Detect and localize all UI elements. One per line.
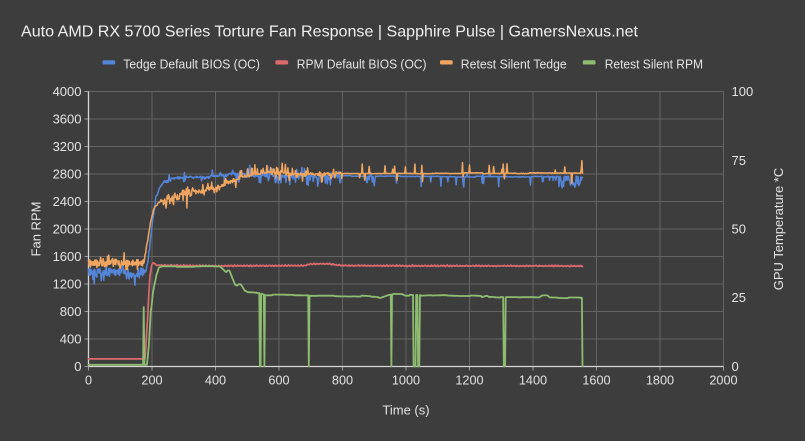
svg-text:1400: 1400 (519, 373, 547, 387)
svg-text:Tedge Default BIOS (OC): Tedge Default BIOS (OC) (123, 57, 260, 72)
svg-text:RPM Default BIOS (OC): RPM Default BIOS (OC) (297, 57, 427, 72)
svg-text:3600: 3600 (53, 112, 82, 127)
svg-text:100: 100 (732, 84, 754, 99)
svg-text:Auto AMD RX 5700 Series Tortur: Auto AMD RX 5700 Series Torture Fan Resp… (21, 22, 639, 40)
svg-text:Time (s): Time (s) (382, 402, 429, 417)
svg-text:Fan RPM: Fan RPM (29, 202, 44, 257)
svg-text:0: 0 (74, 359, 81, 374)
svg-text:0: 0 (85, 373, 92, 387)
svg-text:2000: 2000 (53, 222, 82, 237)
svg-text:1600: 1600 (582, 373, 610, 387)
svg-text:Retest Silent RPM: Retest Silent RPM (605, 57, 703, 72)
svg-text:25: 25 (732, 290, 746, 305)
svg-text:3200: 3200 (53, 139, 82, 154)
svg-text:50: 50 (732, 222, 746, 237)
svg-text:1600: 1600 (53, 249, 82, 264)
svg-text:4000: 4000 (53, 84, 82, 99)
svg-text:400: 400 (205, 373, 226, 387)
svg-text:200: 200 (141, 373, 162, 387)
svg-text:800: 800 (60, 304, 82, 319)
svg-text:2000: 2000 (709, 373, 737, 387)
svg-text:Retest Silent Tedge: Retest Silent Tedge (461, 57, 567, 72)
svg-text:GPU Temperature *C: GPU Temperature *C (771, 168, 786, 291)
svg-text:0: 0 (732, 359, 739, 374)
svg-text:1000: 1000 (392, 373, 420, 387)
svg-text:1200: 1200 (53, 277, 82, 292)
svg-text:800: 800 (332, 373, 353, 387)
svg-text:1200: 1200 (455, 373, 483, 387)
svg-text:75: 75 (732, 153, 746, 168)
svg-text:2400: 2400 (53, 194, 82, 209)
svg-text:2800: 2800 (53, 167, 82, 182)
svg-text:600: 600 (268, 373, 289, 387)
svg-text:400: 400 (60, 332, 82, 347)
svg-text:1800: 1800 (646, 373, 674, 387)
